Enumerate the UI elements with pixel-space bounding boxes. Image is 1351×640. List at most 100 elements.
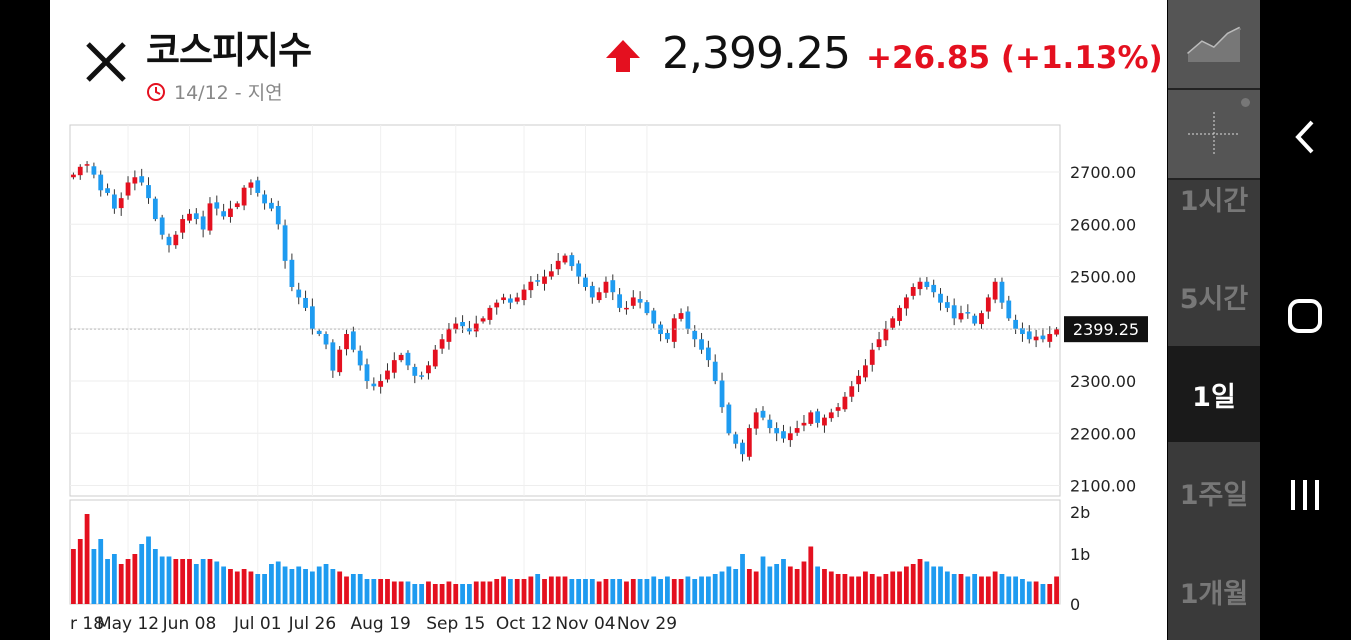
- volume-bar: [542, 579, 547, 604]
- timeframe-label: 1개월: [1179, 578, 1249, 610]
- volume-bar: [350, 574, 356, 604]
- volume-bar: [951, 574, 957, 604]
- candle-body: [118, 198, 124, 209]
- x-tick-label: Aug 19: [351, 614, 411, 634]
- volume-bar: [958, 574, 964, 604]
- volume-bar: [514, 579, 520, 604]
- candle-body: [514, 297, 520, 302]
- timeframe-1m[interactable]: 1개월: [1168, 542, 1260, 640]
- volume-bar: [528, 576, 534, 604]
- indicator-dot: [1241, 98, 1250, 107]
- candle-body: [958, 313, 964, 320]
- volume-bar: [173, 559, 179, 604]
- volume-bar: [890, 571, 896, 604]
- candle-body: [419, 375, 425, 377]
- volume-bar: [71, 549, 76, 604]
- price-chart[interactable]: 2700.002600.002500.002400.002300.002200.…: [50, 0, 1167, 640]
- candle-body: [808, 412, 814, 424]
- candle-body: [91, 166, 97, 175]
- candle-body: [726, 404, 732, 434]
- close-icon[interactable]: [84, 40, 128, 84]
- candle-body: [542, 276, 547, 284]
- candle-body: [569, 255, 575, 267]
- candle-body: [562, 255, 568, 263]
- candle-body: [692, 330, 698, 340]
- volume-bar: [883, 574, 889, 604]
- last-price-tag: 2399.25: [1064, 316, 1148, 343]
- candle-body: [924, 281, 930, 287]
- timeframe-1d[interactable]: 1일: [1168, 346, 1260, 442]
- volume-bar: [815, 566, 821, 604]
- volume-bar: [897, 571, 902, 604]
- candle-body: [535, 280, 541, 282]
- candle-body: [344, 334, 349, 350]
- candle-body: [494, 302, 500, 308]
- volume-bar: [241, 569, 247, 604]
- candle-body: [794, 428, 800, 433]
- candle-body: [1020, 328, 1025, 335]
- candle-body: [910, 286, 916, 296]
- volume-bar: [166, 556, 172, 604]
- volume-bar: [746, 569, 752, 604]
- candle-body: [951, 305, 957, 319]
- x-tick-label: Oct 12: [496, 614, 552, 634]
- candle-body: [200, 216, 206, 230]
- volume-bar: [719, 571, 725, 604]
- candle-body: [856, 375, 861, 385]
- candle-body: [1033, 336, 1039, 341]
- candle-body: [405, 352, 411, 366]
- candle-body: [705, 347, 711, 361]
- volume-bar: [999, 574, 1005, 604]
- volume-bar: [453, 584, 459, 604]
- crosshair-button[interactable]: [1168, 90, 1260, 180]
- volume-bar: [603, 579, 609, 604]
- volume-bar: [269, 564, 274, 604]
- volume-bar: [617, 579, 623, 604]
- volume-bar: [665, 576, 670, 604]
- volume-bar: [1040, 584, 1046, 604]
- y-tick-label: 2600.00: [1070, 215, 1136, 234]
- candle-body: [671, 318, 677, 342]
- candle-body: [842, 396, 848, 410]
- volume-bar: [200, 559, 206, 604]
- volume-bar: [637, 579, 643, 604]
- candle-body: [589, 285, 595, 298]
- candle-body: [624, 307, 629, 310]
- timeframe-5h[interactable]: 5시간: [1168, 248, 1260, 344]
- candle-body: [548, 271, 554, 277]
- candle-body: [658, 324, 663, 335]
- back-icon[interactable]: [1272, 104, 1338, 170]
- candle-body: [357, 350, 363, 366]
- volume-bar: [446, 581, 452, 604]
- volume-bar: [159, 556, 165, 604]
- volume-bar: [753, 571, 759, 604]
- candle-body: [385, 370, 390, 380]
- volume-bar: [507, 579, 513, 604]
- candle-body: [787, 433, 793, 441]
- candle-body: [1047, 334, 1053, 342]
- candle-body: [473, 323, 479, 332]
- candle-body: [1013, 319, 1019, 329]
- timeframe-label: 1일: [1192, 381, 1236, 413]
- volume-bar: [180, 559, 186, 604]
- chart-type-button[interactable]: [1168, 0, 1260, 90]
- y-tick-label: 2200.00: [1070, 424, 1136, 443]
- timeframe-1h[interactable]: 1시간: [1168, 150, 1260, 246]
- grid-lines: [70, 125, 1060, 604]
- recent-apps-icon[interactable]: [1272, 462, 1338, 528]
- home-icon[interactable]: [1272, 283, 1338, 349]
- timeframe-1w[interactable]: 1주일: [1168, 444, 1260, 540]
- volume-bar: [494, 579, 500, 604]
- volume-bar: [309, 571, 315, 604]
- candle-body: [528, 281, 534, 291]
- volume-bar: [849, 576, 855, 604]
- candle-body: [849, 386, 855, 397]
- volume-bar: [678, 579, 684, 604]
- candle-body: [296, 289, 302, 298]
- candle-body: [828, 412, 834, 419]
- candle-body: [207, 203, 213, 231]
- volume-bar: [255, 574, 261, 604]
- candle-body: [938, 293, 943, 303]
- x-tick-label: Jun 08: [162, 614, 217, 634]
- volume-bar: [801, 561, 807, 604]
